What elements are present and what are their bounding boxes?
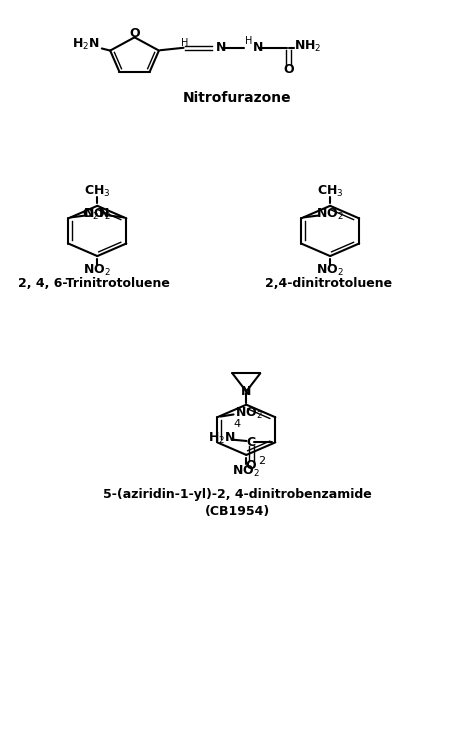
Text: 2,4-dinitrotoluene: 2,4-dinitrotoluene bbox=[265, 277, 392, 290]
Text: C: C bbox=[246, 436, 255, 449]
Text: 5-(aziridin-1-yl)-2, 4-dinitrobenzamide: 5-(aziridin-1-yl)-2, 4-dinitrobenzamide bbox=[103, 488, 371, 501]
Text: O: O bbox=[246, 459, 256, 471]
Text: NO$_2$: NO$_2$ bbox=[316, 207, 344, 222]
Text: 4: 4 bbox=[233, 419, 240, 428]
Text: N: N bbox=[216, 41, 227, 54]
Text: H$_2$N: H$_2$N bbox=[72, 37, 100, 52]
Text: H$_2$N: H$_2$N bbox=[209, 431, 236, 446]
Text: NH$_2$: NH$_2$ bbox=[294, 39, 321, 54]
Text: NO$_2$: NO$_2$ bbox=[232, 463, 260, 479]
Text: O: O bbox=[283, 63, 294, 76]
Text: 2, 4, 6-Trinitrotoluene: 2, 4, 6-Trinitrotoluene bbox=[18, 277, 170, 290]
Text: NO$_2$: NO$_2$ bbox=[83, 207, 111, 222]
Text: O$_2$N: O$_2$N bbox=[82, 207, 110, 222]
Text: (CB1954): (CB1954) bbox=[204, 505, 270, 518]
Text: Nitrofurazone: Nitrofurazone bbox=[182, 91, 292, 105]
Text: N: N bbox=[241, 385, 252, 398]
Text: CH$_3$: CH$_3$ bbox=[84, 184, 110, 199]
Text: CH$_3$: CH$_3$ bbox=[317, 184, 344, 199]
Text: NO$_2$: NO$_2$ bbox=[235, 406, 263, 422]
Text: NO$_2$: NO$_2$ bbox=[83, 263, 111, 279]
Text: H: H bbox=[245, 36, 253, 46]
Text: 2: 2 bbox=[258, 456, 265, 465]
Text: H: H bbox=[181, 38, 188, 48]
Text: O: O bbox=[129, 27, 140, 39]
Text: N: N bbox=[253, 41, 263, 54]
Text: NO$_2$: NO$_2$ bbox=[316, 263, 344, 279]
